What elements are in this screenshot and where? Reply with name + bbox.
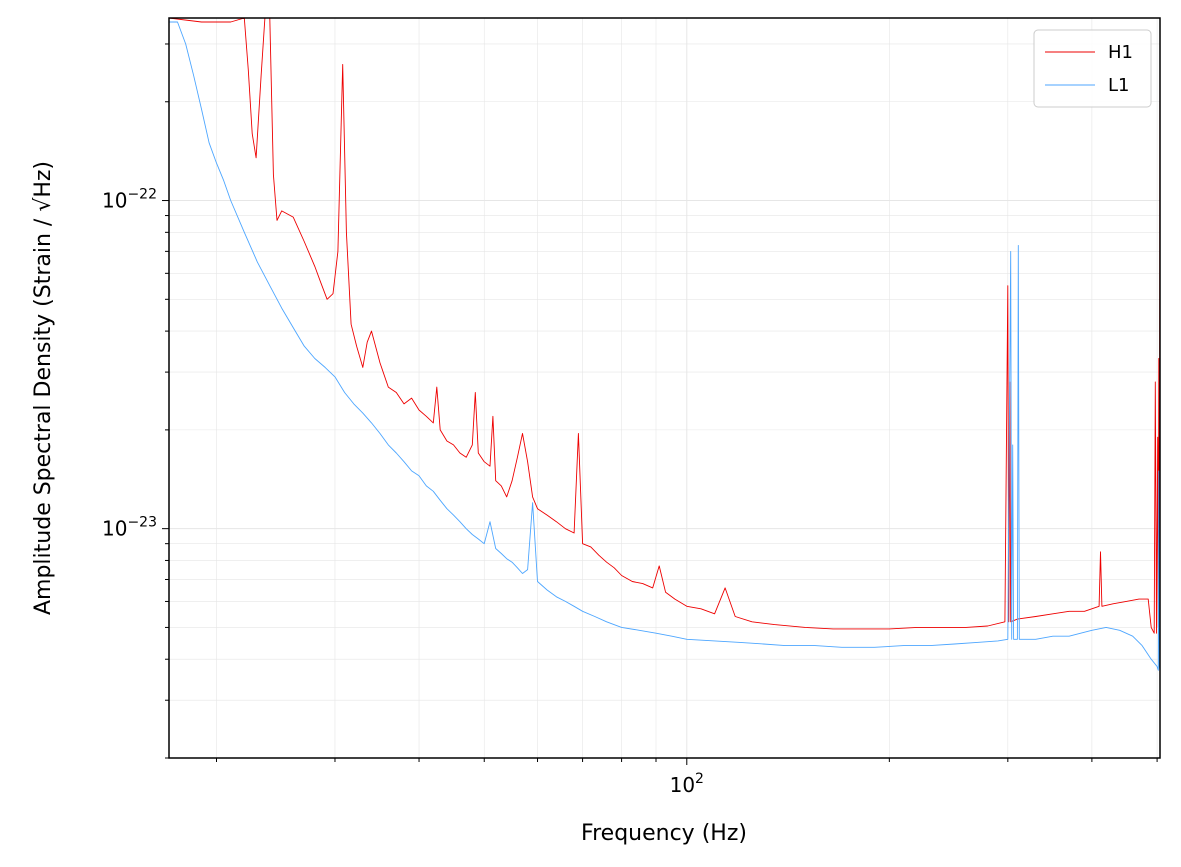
series-line-h1 <box>169 18 1160 634</box>
plot-frame <box>168 17 1161 759</box>
y-axis-label: Amplitude Spectral Density (Strain / √Hz… <box>31 161 56 615</box>
x-tick-label: 102 <box>670 771 704 797</box>
axis-ticks: 102 10−22 10−23 <box>102 43 1158 797</box>
series-layer <box>169 18 1160 671</box>
x-axis-label: Frequency (Hz) <box>581 821 747 846</box>
y-tick-label: 10−23 <box>102 515 157 541</box>
legend-box <box>1033 29 1152 108</box>
legend: H1 L1 <box>1033 29 1152 108</box>
y-tick-label: 10−22 <box>102 187 157 213</box>
series-line-l1 <box>169 21 1160 671</box>
legend-label-l1: L1 <box>1108 75 1129 96</box>
legend-label-h1: H1 <box>1108 42 1133 63</box>
